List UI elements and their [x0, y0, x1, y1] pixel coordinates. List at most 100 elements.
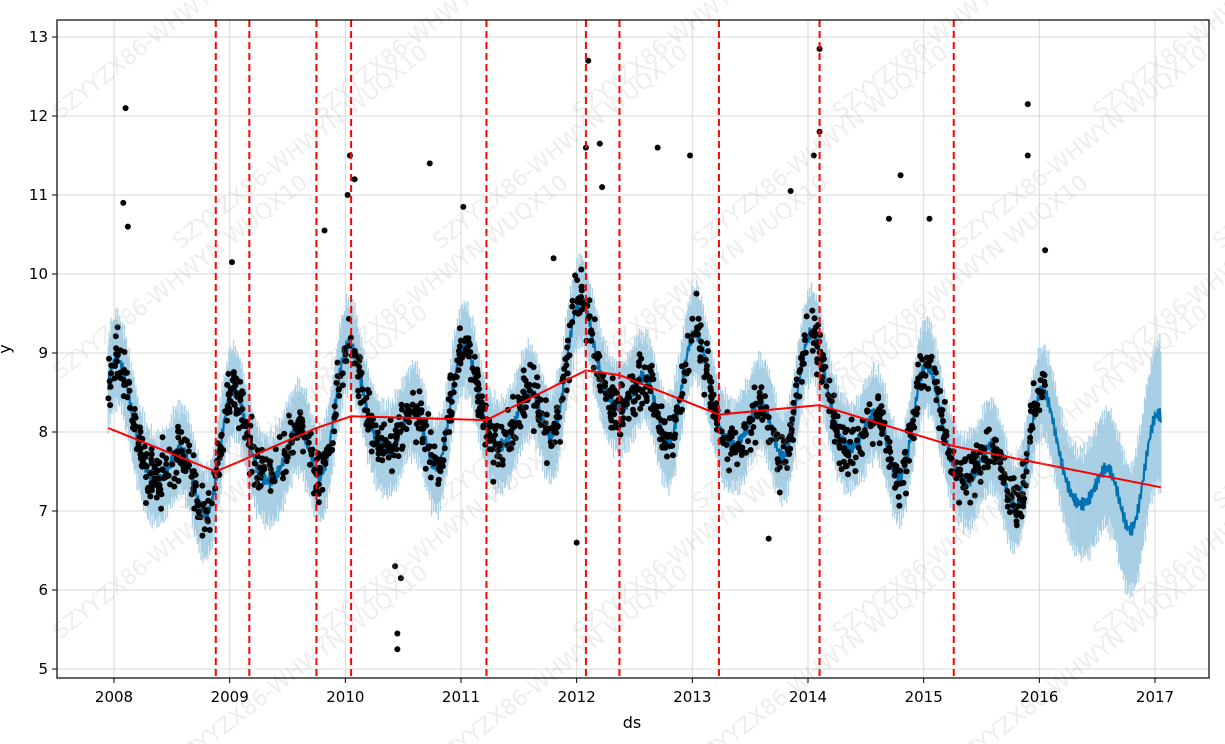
observed-point	[915, 361, 922, 368]
observed-point	[864, 408, 871, 415]
observed-point	[415, 425, 422, 432]
observed-point	[205, 497, 212, 504]
observed-point	[237, 393, 244, 400]
observed-point	[199, 482, 206, 489]
observed-point	[554, 408, 561, 415]
observed-point	[113, 358, 120, 365]
observed-point	[543, 460, 550, 467]
observed-point	[334, 359, 341, 366]
observed-point	[591, 353, 598, 359]
observed-point	[989, 442, 996, 449]
observed-point	[1020, 473, 1027, 480]
observed-point	[647, 368, 654, 374]
observed-point	[774, 466, 781, 473]
observed-point	[537, 422, 544, 428]
observed-point	[288, 439, 295, 446]
observed-point	[333, 379, 340, 386]
observed-point	[410, 389, 416, 396]
observed-point	[588, 337, 595, 344]
observed-point	[879, 431, 885, 437]
observed-point	[153, 494, 160, 501]
observed-point	[625, 390, 632, 397]
observed-point	[117, 347, 124, 354]
observed-point	[1015, 503, 1022, 509]
observed-point	[749, 416, 756, 423]
observed-point	[216, 449, 223, 456]
observed-point	[143, 463, 150, 470]
observed-point	[847, 458, 854, 465]
observed-point	[751, 384, 758, 391]
observed-point	[143, 500, 149, 506]
outlier-point	[765, 535, 772, 542]
outlier-point	[394, 646, 401, 653]
y-tick-label: 8	[38, 423, 48, 441]
observed-point	[409, 401, 416, 408]
observed-point	[259, 468, 265, 475]
observed-point	[910, 435, 917, 442]
observed-point	[735, 442, 742, 449]
observed-point	[375, 456, 382, 463]
observed-point	[522, 377, 529, 384]
observed-point	[490, 459, 497, 466]
observed-point	[955, 466, 962, 473]
observed-point	[941, 433, 948, 439]
observed-point	[710, 413, 717, 420]
observed-point	[235, 425, 242, 432]
observed-point	[322, 460, 329, 467]
observed-point	[923, 354, 930, 361]
observed-point	[284, 454, 291, 461]
observed-point	[325, 443, 332, 450]
observed-point	[1030, 380, 1037, 387]
observed-point	[706, 377, 713, 384]
observed-point	[854, 437, 860, 444]
observed-point	[906, 457, 912, 464]
observed-point	[1029, 425, 1036, 432]
observed-point	[515, 419, 522, 426]
observed-point	[394, 422, 401, 429]
observed-point	[826, 377, 833, 384]
observed-point	[586, 313, 593, 320]
observed-point	[392, 427, 399, 433]
observed-point	[799, 356, 805, 363]
observed-point	[787, 421, 794, 428]
observed-point	[752, 439, 759, 446]
observed-point	[190, 452, 197, 459]
observed-point	[928, 353, 935, 360]
observed-point	[495, 461, 502, 468]
observed-point	[501, 428, 508, 435]
observed-point	[426, 459, 433, 466]
observed-point	[575, 310, 582, 317]
observed-point	[651, 402, 657, 409]
observed-point	[297, 410, 304, 416]
observed-point	[718, 428, 725, 435]
observed-point	[1027, 438, 1033, 445]
observed-point	[473, 373, 480, 380]
observed-point	[962, 483, 969, 490]
observed-point	[199, 532, 206, 539]
observed-point	[776, 459, 783, 466]
observed-point	[305, 439, 312, 446]
y-tick-label: 6	[38, 581, 48, 599]
observed-point	[315, 499, 322, 506]
observed-point	[551, 428, 558, 435]
observed-point	[809, 347, 816, 354]
observed-point	[1004, 488, 1011, 495]
trend-line-group	[107, 369, 1161, 489]
observed-point	[918, 384, 925, 391]
observed-point	[763, 404, 770, 411]
observed-point	[896, 502, 903, 509]
observed-point	[977, 469, 984, 476]
observed-point	[578, 283, 585, 290]
observed-point	[895, 493, 902, 500]
observed-point	[832, 426, 839, 433]
observed-point	[395, 453, 402, 460]
observed-point	[499, 461, 506, 468]
observed-point	[707, 400, 714, 407]
observed-point	[145, 488, 152, 495]
y-axis-ticks: 5 6 7 8 9 10 11 12 13	[29, 28, 57, 678]
x-tick-label: 2013	[673, 688, 711, 706]
outlier-point	[573, 539, 580, 546]
observed-point	[778, 433, 785, 440]
observed-point	[756, 394, 763, 400]
